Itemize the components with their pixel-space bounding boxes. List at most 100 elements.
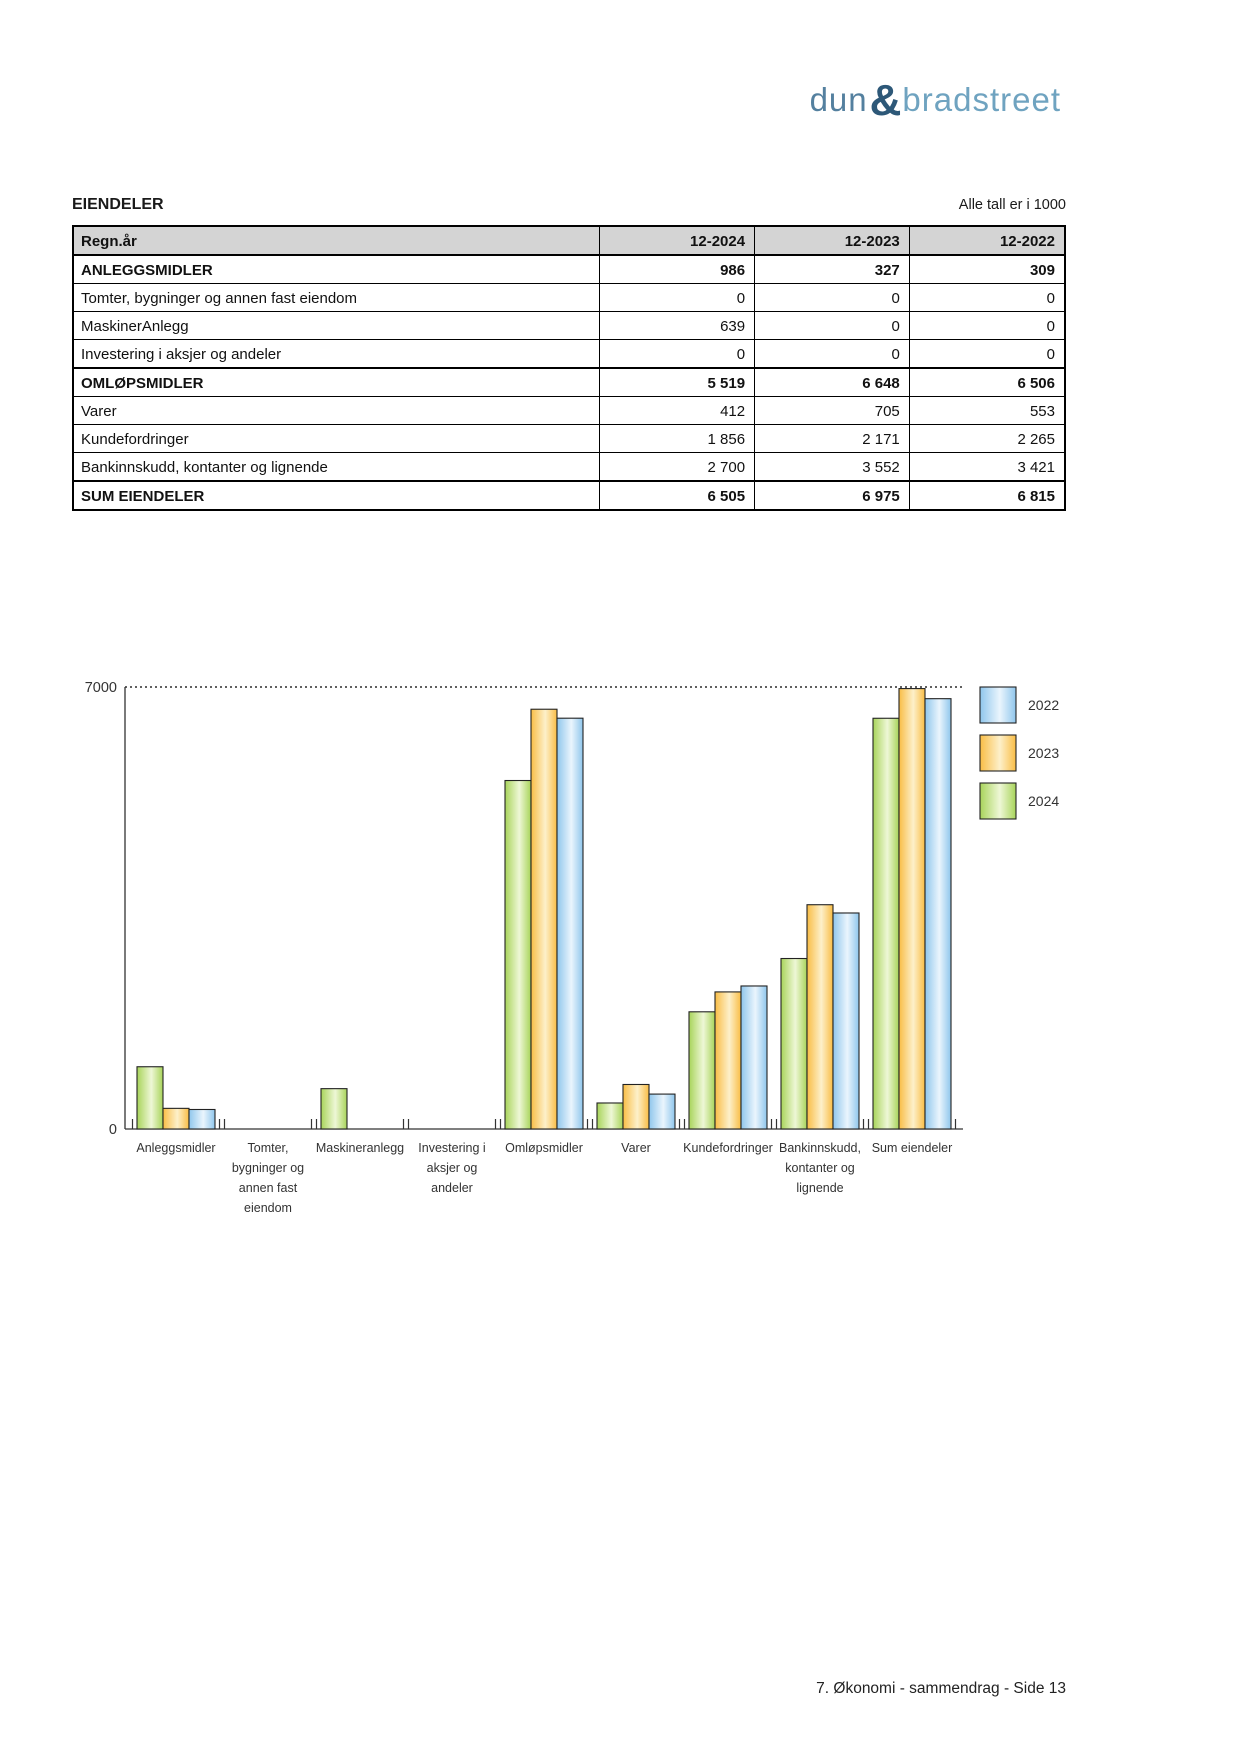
- row-label: ANLEGGSMIDLER: [72, 254, 601, 284]
- assets-bar-chart: 7000 0 Anleggsmidler Tomter, bygninger og ann…: [85, 680, 1060, 1215]
- table-row: MaskinerAnlegg 639 0 0: [72, 311, 1066, 340]
- bar-bankinnskudd-kontanter-og-lignende-2022: [832, 912, 860, 1130]
- row-value: 1 856: [599, 424, 756, 453]
- logo-text-dun: dun: [809, 81, 868, 118]
- row-value: 6 506: [908, 367, 1066, 397]
- bar-bankinnskudd-kontanter-og-lignende-2024: [780, 957, 808, 1130]
- assets-table-body: ANLEGGSMIDLER 986 327 309 Tomter, bygninger …: [72, 254, 1066, 511]
- row-value: 327: [754, 254, 910, 284]
- bar-sum-eiendeler-2024: [872, 717, 900, 1130]
- row-value: 3 552: [754, 452, 910, 482]
- row-label: Varer: [72, 396, 601, 425]
- page-title: EIENDELER: [72, 196, 164, 213]
- row-value: 412: [599, 396, 756, 425]
- x-category-label: Anleggsmidler: [136, 1141, 215, 1155]
- legend-label-2023: 2023: [1028, 745, 1059, 761]
- row-value: 2 265: [908, 424, 1066, 453]
- row-label: OMLØPSMIDLER: [72, 367, 601, 397]
- x-category-label: Sum eiendeler: [872, 1141, 953, 1155]
- row-value: 0: [754, 311, 910, 340]
- bar-kundefordringer-2024: [688, 1011, 716, 1130]
- dun-bradstreet-logo: dun&bradstreet: [809, 72, 1061, 125]
- table-header-year: 12-2023: [754, 225, 910, 256]
- row-value: 6 815: [908, 480, 1066, 511]
- row-value: 0: [599, 339, 756, 369]
- x-category-label: Omløpsmidler: [505, 1141, 583, 1155]
- table-header-year: 12-2022: [908, 225, 1066, 256]
- legend-swatch-2023: [979, 734, 1017, 772]
- row-value: 0: [908, 339, 1066, 369]
- bar-anleggsmidler-2022: [188, 1108, 216, 1130]
- table-header-row: Regn.år 12-2024 12-2023 12-2022: [72, 225, 1066, 256]
- table-row: Varer 412 705 553: [72, 396, 1066, 425]
- row-value: 0: [599, 283, 756, 312]
- x-category-label: Bankinnskudd, kontanter og lignende: [779, 1141, 861, 1195]
- bar-kundefordringer-2022: [740, 985, 768, 1130]
- bar-oml-psmidler-2024: [504, 779, 532, 1130]
- table-row: Investering i aksjer og andeler 0 0 0: [72, 339, 1066, 369]
- row-value: 5 519: [599, 367, 756, 397]
- bar-sum-eiendeler-2022: [924, 698, 952, 1130]
- table-row: Bankinnskudd, kontanter og lignende 2 700…: [72, 452, 1066, 482]
- bar-oml-psmidler-2022: [556, 717, 584, 1130]
- x-category-label: Tomter, bygninger og annen fast eiendom: [232, 1141, 304, 1215]
- bar-anleggsmidler-2024: [136, 1066, 164, 1130]
- bar-varer-2023: [622, 1083, 650, 1130]
- bar-varer-2024: [596, 1102, 624, 1130]
- row-value: 6 975: [754, 480, 910, 511]
- units-note: Alle tall er i 1000: [958, 197, 1066, 213]
- row-value: 3 421: [908, 452, 1066, 482]
- row-value: 6 648: [754, 367, 910, 397]
- bar-kundefordringer-2023: [714, 991, 742, 1130]
- table-row: Kundefordringer 1 856 2 171 2 265: [72, 424, 1066, 453]
- bar-anleggsmidler-2023: [162, 1107, 190, 1130]
- table-row: Tomter, bygninger og annen fast eiendom 0…: [72, 283, 1066, 312]
- row-label: Investering i aksjer og andeler: [72, 339, 601, 369]
- bar-varer-2022: [648, 1093, 676, 1130]
- y-tick-label: 0: [109, 1122, 117, 1138]
- y-tick-label: 7000: [85, 680, 117, 696]
- x-category-label: Varer: [621, 1141, 651, 1155]
- row-value: 309: [908, 254, 1066, 284]
- row-label: Bankinnskudd, kontanter og lignende: [72, 452, 601, 482]
- row-value: 553: [908, 396, 1066, 425]
- row-label: MaskinerAnlegg: [72, 311, 601, 340]
- x-category-label: Maskineranlegg: [316, 1141, 404, 1155]
- legend-swatch-2024: [979, 782, 1017, 820]
- bar-bankinnskudd-kontanter-og-lignende-2023: [806, 904, 834, 1130]
- logo-ampersand-icon: &: [869, 76, 903, 125]
- row-value: 0: [908, 311, 1066, 340]
- table-title-row: EIENDELER Alle tall er i 1000: [72, 196, 1066, 214]
- table-row: OMLØPSMIDLER 5 519 6 648 6 506: [72, 367, 1066, 397]
- row-value: 639: [599, 311, 756, 340]
- row-label: Kundefordringer: [72, 424, 601, 453]
- row-value: 705: [754, 396, 910, 425]
- legend-label-2024: 2024: [1028, 793, 1059, 809]
- table-row: ANLEGGSMIDLER 986 327 309: [72, 254, 1066, 284]
- bar-sum-eiendeler-2023: [898, 688, 926, 1130]
- table-row: SUM EIENDELER 6 505 6 975 6 815: [72, 480, 1066, 511]
- row-value: 6 505: [599, 480, 756, 511]
- assets-table: Regn.år 12-2024 12-2023 12-2022 ANLEGGSMID…: [72, 225, 1066, 511]
- row-value: 0: [908, 283, 1066, 312]
- table-header-label: Regn.år: [72, 225, 601, 256]
- row-value: 0: [754, 283, 910, 312]
- logo-text-bradstreet: bradstreet: [902, 81, 1061, 118]
- assets-table-head: Regn.år 12-2024 12-2023 12-2022: [72, 225, 1066, 256]
- row-label: SUM EIENDELER: [72, 480, 601, 511]
- row-value: 0: [754, 339, 910, 369]
- row-value: 2 171: [754, 424, 910, 453]
- legend-swatch-2022: [979, 686, 1017, 724]
- assets-chart-container: 7000 0 Anleggsmidler Tomter, bygninger og ann…: [0, 580, 1241, 1240]
- page-footer: 7. Økonomi - sammendrag - Side 13: [816, 1680, 1066, 1697]
- bar-maskineranlegg-2024: [320, 1088, 348, 1130]
- row-label: Tomter, bygninger og annen fast eiendom: [72, 283, 601, 312]
- row-value: 2 700: [599, 452, 756, 482]
- x-category-label: Kundefordringer: [683, 1141, 773, 1155]
- legend-label-2022: 2022: [1028, 697, 1059, 713]
- row-value: 986: [599, 254, 756, 284]
- x-category-label: Investering i aksjer og andeler: [418, 1141, 485, 1195]
- table-header-year: 12-2024: [599, 225, 756, 256]
- bar-oml-psmidler-2023: [530, 708, 558, 1130]
